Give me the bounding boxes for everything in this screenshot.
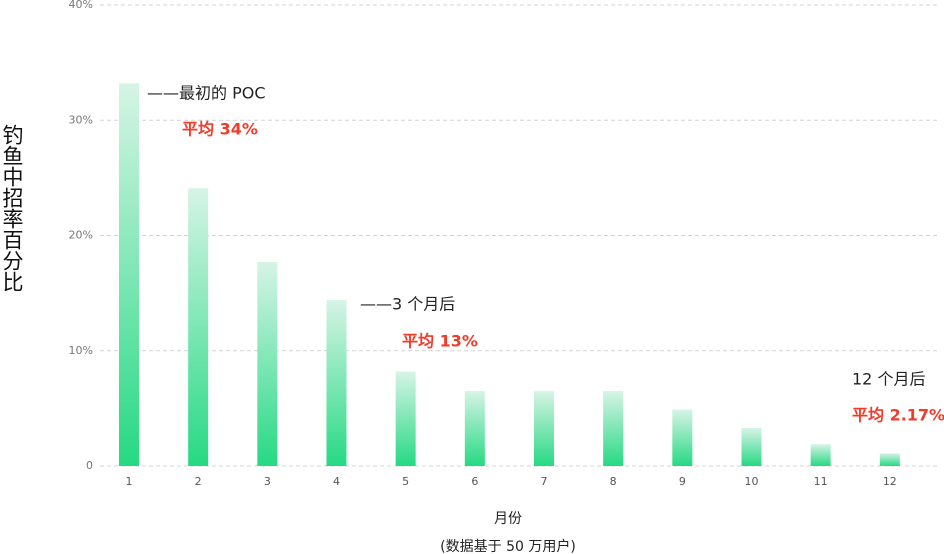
y-tick-label: 10% <box>69 344 93 357</box>
annotation: ——3 个月后 <box>360 295 455 314</box>
x-tick-label: 8 <box>610 475 617 488</box>
subtitle: (数据基于 50 万用户) <box>440 538 576 554</box>
bar <box>464 391 485 466</box>
bar <box>672 409 693 466</box>
x-tick-label: 10 <box>744 475 758 488</box>
y-tick-label: 20% <box>69 229 93 242</box>
x-tick-label: 4 <box>333 475 340 488</box>
annotation: 平均 34% <box>182 120 258 139</box>
bar <box>533 391 554 466</box>
x-tick-label: 1 <box>125 475 132 488</box>
x-tick-label: 11 <box>814 475 828 488</box>
x-tick-label: 12 <box>883 475 897 488</box>
y-tick-label: 30% <box>69 113 93 126</box>
x-tick-label: 9 <box>679 475 686 488</box>
annotation: 平均 2.17% <box>852 406 944 425</box>
x-tick-label: 7 <box>540 475 547 488</box>
x-tick-label: 6 <box>471 475 478 488</box>
bar <box>741 427 762 466</box>
bar <box>395 371 416 466</box>
bar <box>118 83 139 467</box>
bar <box>603 391 624 466</box>
annotation: 12 个月后 <box>852 370 925 389</box>
y-axis-label: 钓鱼中招率百分比 <box>0 124 24 292</box>
x-tick-label: 3 <box>264 475 271 488</box>
x-axis-label: 月份 <box>494 511 522 527</box>
bar <box>326 300 347 466</box>
y-tick-label: 0 <box>86 459 93 472</box>
bar <box>188 188 209 466</box>
x-tick-label: 2 <box>195 475 202 488</box>
bar <box>257 262 278 466</box>
annotation: 平均 13% <box>402 332 478 351</box>
bar <box>810 444 831 466</box>
x-tick-label: 5 <box>402 475 409 488</box>
y-tick-label: 40% <box>69 0 93 11</box>
bar <box>879 453 900 466</box>
annotation: ——最初的 POC <box>147 84 266 103</box>
